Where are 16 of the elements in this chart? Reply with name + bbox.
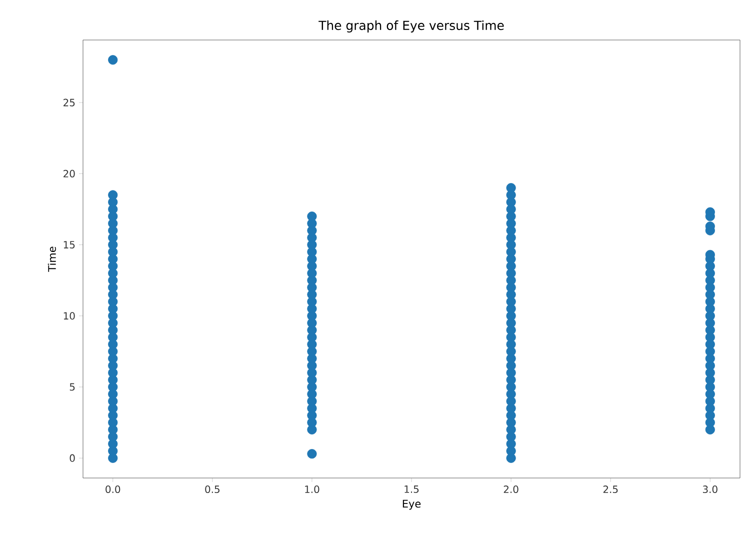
chart-title: The graph of Eye versus Time	[318, 20, 504, 32]
y-tick-label: 20	[64, 170, 75, 178]
x-tick-label: 0.5	[205, 486, 220, 494]
x-axis-title: Eye	[402, 500, 421, 510]
y-tick-label: 0	[70, 454, 75, 462]
y-tick-label: 10	[64, 312, 75, 320]
y-axis-title: Time	[48, 246, 56, 272]
x-tick-label: 1.5	[404, 486, 419, 493]
x-tick-label: 0.0	[106, 486, 120, 494]
x-tick-label: 1.0	[305, 486, 320, 494]
x-tick-label: 2.0	[504, 486, 518, 494]
x-tick-label: 2.5	[603, 486, 618, 494]
y-tick-label: 25	[64, 98, 75, 106]
y-tick-label: 5	[70, 383, 75, 391]
y-tick-label: 15	[64, 241, 75, 248]
x-tick-label: 3.0	[702, 486, 718, 494]
